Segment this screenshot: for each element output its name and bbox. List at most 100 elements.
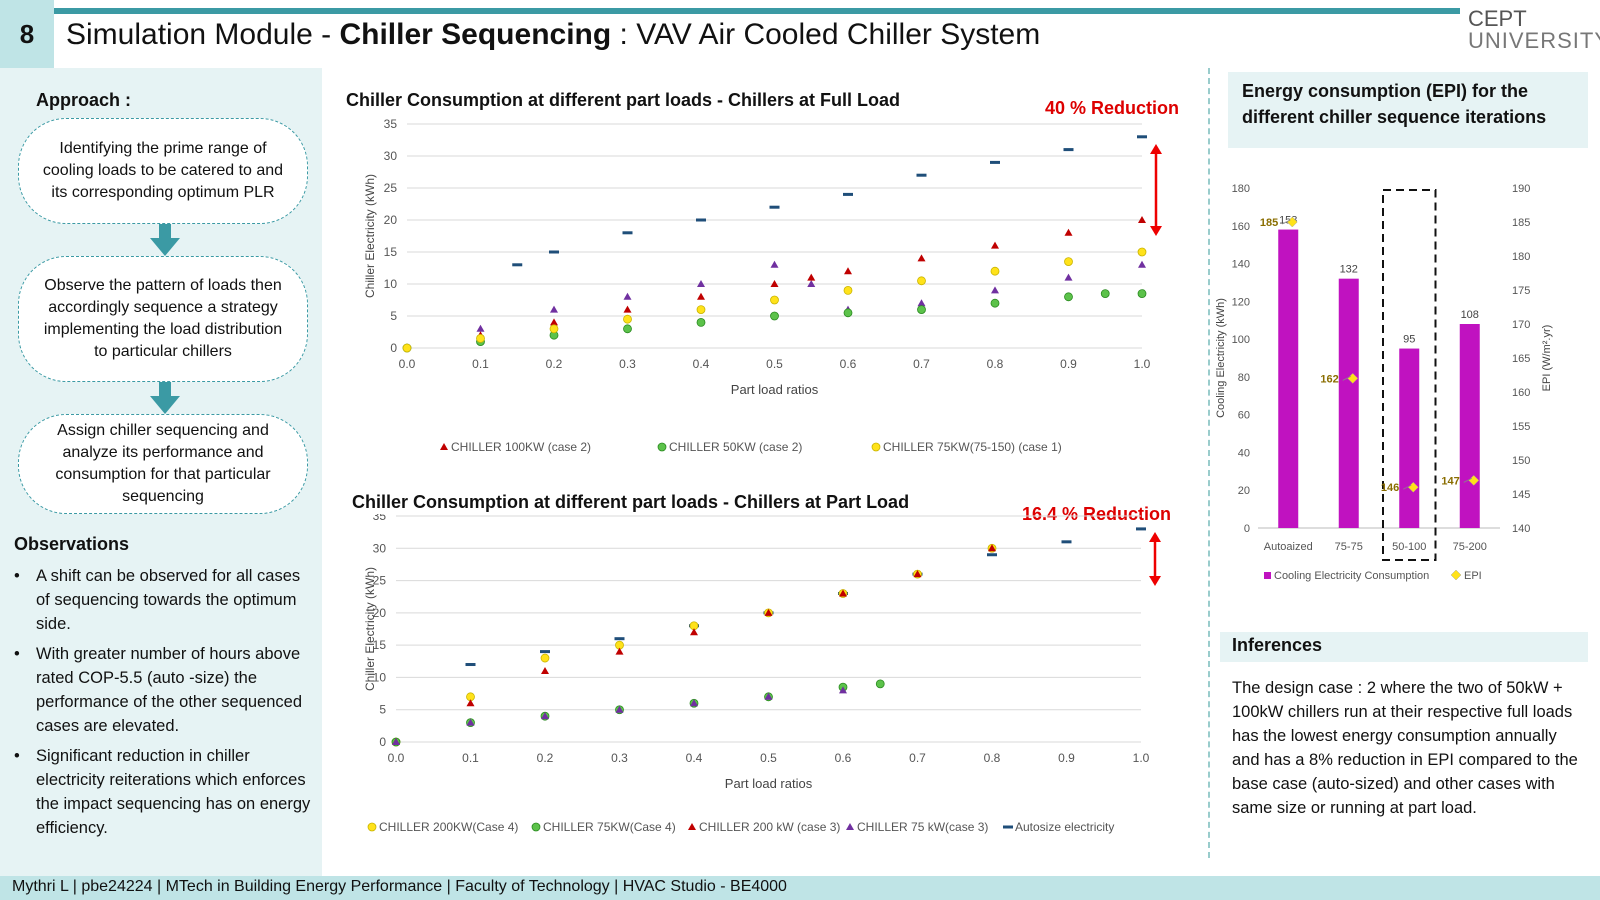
data-point [690, 699, 698, 707]
bar [1459, 324, 1480, 528]
y-tick-label: 140 [1232, 259, 1250, 271]
y-tick-label: 25 [384, 181, 398, 195]
highlight-box [1382, 189, 1437, 561]
legend-label: CHILLER 50KW (case 2) [669, 440, 802, 454]
observation-item: With greater number of hours above rated… [14, 642, 314, 738]
legend-label: Autosize electricity [1015, 820, 1114, 834]
chart1-title: Chiller Consumption at different part lo… [346, 90, 901, 110]
data-point [466, 699, 475, 707]
data-point [476, 324, 485, 332]
data-point [623, 305, 632, 313]
y-axis-label: Cooling Electricity (kWh) [1215, 298, 1227, 418]
data-point [913, 570, 922, 578]
bar [1399, 348, 1420, 528]
data-point [807, 280, 816, 287]
x-tick-label: 0.4 [686, 751, 703, 765]
legend-marker [1450, 569, 1462, 581]
x-tick-label: 0.0 [388, 751, 405, 765]
observations-heading: Observations [14, 534, 130, 554]
data-point [541, 712, 549, 720]
data-point [988, 544, 996, 552]
chart2-annotation: 16.4 % Reduction [1022, 504, 1172, 524]
legend-marker [531, 822, 541, 832]
y2-tick-label: 175 [1512, 285, 1530, 297]
cept-logo: CEPT UNIVERSITY [1468, 6, 1600, 53]
legend-marker [657, 442, 667, 452]
y-tick-label: 80 [1238, 372, 1250, 384]
y-tick-label: 0 [1244, 523, 1250, 535]
chart1-scatter: 0 5 10 15 20 25 30 35 0.0 0.1 0.2 0.3 0.4 0.5 0.6 0.7 0.… [363, 118, 1162, 454]
data-point [843, 285, 853, 295]
data-point [990, 298, 1000, 308]
data-point [696, 218, 706, 222]
inferences-text: The design case : 2 where the two of 50k… [1232, 679, 1578, 817]
legend-marker [1003, 825, 1013, 829]
y-axis-label: Chiller Electricity (kWh) [363, 174, 377, 298]
y2-tick-label: 145 [1512, 489, 1530, 501]
legend-label: CHILLER 75KW(75-150) (case 1) [883, 440, 1062, 454]
x-tick-label: 0.7 [913, 357, 930, 371]
data-point [917, 299, 926, 307]
legend-label: CHILLER 200KW(Case 4) [379, 820, 518, 834]
legend-marker [367, 822, 377, 832]
data-point [476, 333, 485, 343]
y2-tick-label: 190 [1512, 183, 1530, 195]
data-point [540, 653, 550, 663]
x-tick-label: 0.6 [835, 751, 852, 765]
y2-tick-label: 150 [1512, 455, 1530, 467]
slide-title: Simulation Module - Chiller Sequencing :… [66, 18, 1041, 51]
reduction-arrowhead [1149, 532, 1161, 542]
data-point [623, 292, 632, 300]
data-point [1137, 289, 1147, 299]
legend-marker [440, 443, 448, 450]
y-tick-label: 60 [1238, 410, 1250, 422]
data-point [875, 679, 885, 689]
data-point [466, 718, 475, 726]
y-tick-label: 25 [373, 574, 387, 588]
bar-value-label: 95 [1403, 334, 1415, 346]
data-point [770, 295, 779, 305]
y2-tick-label: 185 [1512, 217, 1530, 229]
epi-leader [1463, 478, 1472, 483]
epi-bar-chart: 0 20 40 60 80 100 120 140 160 180 140 145 150 155 160 1… [1215, 183, 1553, 582]
y2-tick-label: 165 [1512, 353, 1530, 365]
bar-value-label: 132 [1340, 264, 1358, 276]
x-tick-label: 75-200 [1453, 541, 1487, 553]
reduction-arrowhead [1150, 144, 1162, 154]
y2-axis-label: EPI (W/m².yr) [1541, 325, 1553, 392]
legend-label: EPI [1464, 570, 1482, 582]
legend-label: CHILLER 75KW(Case 4) [543, 820, 676, 834]
data-point [550, 318, 558, 326]
y2-tick-label: 180 [1512, 251, 1530, 263]
data-point [839, 589, 847, 597]
reduction-arrowhead [1150, 226, 1162, 236]
data-point [839, 686, 847, 694]
data-point [697, 292, 705, 300]
data-point [549, 250, 559, 254]
data-point [696, 317, 706, 327]
y-tick-label: 40 [1238, 447, 1250, 459]
x-tick-label: 0.8 [984, 751, 1001, 765]
data-point [1064, 292, 1073, 302]
y2-tick-label: 160 [1512, 387, 1530, 399]
observations-list: A shift can be observed for all cases of… [14, 564, 314, 846]
x-tick-label: 0.5 [760, 751, 777, 765]
x-tick-label: 0.4 [693, 357, 710, 371]
data-point [622, 231, 633, 235]
y-tick-label: 35 [384, 118, 398, 131]
approach-step-2: Observe the pattern of loads then accord… [18, 256, 308, 382]
data-point [844, 267, 852, 275]
bar-value-label: 108 [1461, 309, 1479, 321]
y-tick-label: 5 [390, 309, 397, 323]
y-tick-label: 180 [1232, 183, 1250, 195]
approach-step-1: Identifying the prime range of cooling l… [18, 118, 308, 224]
epi-heading: Energy consumption (EPI) for the differe… [1228, 72, 1588, 148]
y-tick-label: 5 [379, 703, 386, 717]
data-point [917, 276, 926, 286]
epi-leader [1403, 484, 1412, 490]
data-point [465, 663, 476, 667]
data-point [1138, 260, 1146, 268]
observation-item: A shift can be observed for all cases of… [14, 564, 314, 636]
epi-leader [1342, 376, 1351, 381]
data-point [1063, 148, 1074, 152]
